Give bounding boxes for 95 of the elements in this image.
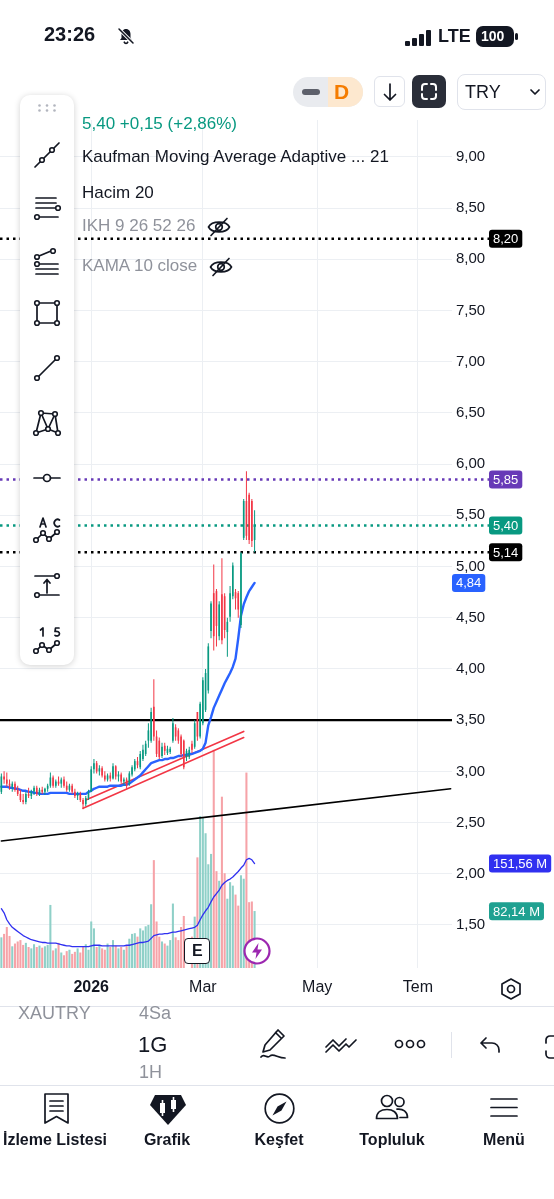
bar [0,937,3,968]
x-tick-label: May [302,978,333,996]
text: Grafik [143,1131,191,1150]
text: 100 [481,28,505,45]
text: 1H [139,1062,163,1083]
y-tick-label: 3,50 [456,710,486,728]
candlestick [120,772,122,784]
y-tick-label: 2,50 [456,812,486,830]
bar [144,926,147,968]
annotation: E [192,942,203,961]
candlestick [221,558,223,645]
bar [125,945,128,968]
annotation: Hacim 20 [82,183,154,203]
bar [220,796,223,968]
bar [218,880,221,968]
text: 1G [138,1032,168,1058]
text: TRY [465,82,501,103]
event-marker: E [184,938,210,964]
text: LTE [438,26,471,47]
candlestick [123,777,125,786]
text: Menü [483,1131,525,1150]
y-tick-label: 5,00 [456,556,486,574]
text: XAUTRY [18,1003,91,1024]
candlestick [3,771,5,784]
candlestick [112,763,114,780]
annotation: KAMA 10 close [82,256,198,276]
x-tick-label: Tem [402,978,434,996]
annotation: IKH 9 26 52 26 [82,216,196,236]
y-tick-label: 8,50 [456,198,486,216]
y2-tick-label: 151,56 M [493,856,548,872]
bar [234,894,237,968]
bar [90,921,93,968]
text: Topluluk [359,1131,425,1150]
text: 23:26 [44,23,96,46]
y-tick-label: 7,00 [456,351,486,369]
text: İzleme Listesi [2,1131,108,1150]
candlestick [22,793,24,805]
ref-line-label: 8,20 [493,231,519,247]
candlestick [74,788,76,798]
bar [152,860,155,968]
candlestick [161,742,163,759]
y-tick-label: 4,84 [456,575,482,591]
candlestick [101,766,103,778]
y-tick-label: 6,00 [456,454,486,472]
bar [5,926,8,968]
x-tick-label: 2026 [73,978,110,996]
bar [212,749,215,968]
ref-line-label: 5,85 [493,472,519,488]
candlestick [210,601,212,639]
ref-line-label: 5,40 [493,518,519,534]
annotation: Kaufman Moving Average Adaptive ... 21 [82,147,389,167]
y2-tick-label: 82,14 M [493,903,540,919]
y-tick-label: 5,50 [456,505,486,523]
x-tick-label: Mar [189,978,218,996]
candlestick [71,783,73,794]
y-tick-label: 3,00 [456,761,486,779]
bar [209,853,213,968]
bar [239,875,243,968]
text: 4Sa [139,1003,172,1024]
candlestick [33,785,35,795]
y-tick-label: 9,00 [456,147,486,165]
candlestick [172,718,174,743]
bar [174,937,177,968]
text: Keşfet [254,1131,304,1150]
bar [111,940,115,968]
candlestick [191,740,193,753]
bar [231,885,234,968]
bar [19,940,22,968]
candlestick [5,772,8,787]
bar [242,878,245,968]
bar [171,903,174,968]
text: D [334,80,350,105]
bar [49,904,52,968]
y-tick-label: 8,00 [456,249,486,267]
candlestick [240,552,242,628]
bar [128,938,131,968]
y-tick-label: 2,00 [456,863,486,881]
y-tick-label: 4,00 [456,659,486,677]
y-tick-label: 1,50 [456,915,486,933]
candlestick [169,746,171,754]
candlestick [14,781,16,792]
candlestick [52,775,54,788]
bar [150,904,153,968]
annotation: 5,40 +0,15 (+2,86%) [82,114,238,134]
candlestick [218,601,221,641]
bar [229,882,232,968]
candlestick [25,791,27,805]
candlestick [44,787,46,795]
candlestick [63,776,65,788]
y-tick-label: 6,50 [456,403,486,421]
y-tick-label: 7,50 [456,300,486,318]
y-tick-label: 4,50 [456,607,486,625]
ref-line-label: 5,14 [493,544,519,560]
candlestick [55,779,57,788]
bar [16,941,19,968]
